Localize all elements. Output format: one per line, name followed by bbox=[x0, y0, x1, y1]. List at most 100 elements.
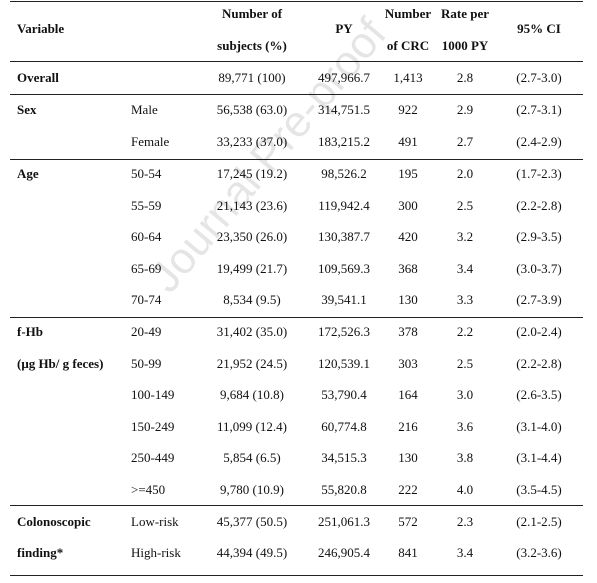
row-crc: 378 bbox=[398, 324, 418, 339]
row-ci: (1.7-2.3) bbox=[516, 166, 562, 181]
row-subjects: 17,245 (19.2) bbox=[216, 166, 288, 181]
row-rate: 2.2 bbox=[456, 324, 474, 339]
row-subjects: 9,780 (10.9) bbox=[220, 482, 284, 497]
row-group: (μg Hb/ g feces) bbox=[17, 356, 104, 371]
row-subjects: 89,771 (100) bbox=[218, 70, 286, 85]
row-rate: 3.4 bbox=[456, 545, 474, 560]
row-ci: (2.7-3.1) bbox=[516, 102, 562, 117]
row-subjects: 21,952 (24.5) bbox=[216, 356, 288, 371]
row-rate: 2.9 bbox=[456, 102, 474, 117]
row-py: 120,539.1 bbox=[318, 356, 370, 371]
row-subgroup: 50-54 bbox=[131, 166, 162, 181]
fhb-rule bbox=[10, 505, 583, 506]
row-rate: 3.2 bbox=[456, 229, 474, 244]
row-subgroup: Low-risk bbox=[131, 514, 179, 529]
row-crc: 195 bbox=[398, 166, 418, 181]
row-py: 39,541.1 bbox=[321, 292, 367, 307]
row-subgroup: 50-99 bbox=[131, 356, 162, 371]
row-subjects: 44,394 (49.5) bbox=[216, 545, 288, 560]
row-py: 98,526.2 bbox=[321, 166, 367, 181]
row-ci: (3.1-4.4) bbox=[516, 450, 562, 465]
row-ci: (2.7-3.0) bbox=[516, 70, 562, 85]
row-subgroup: Male bbox=[131, 102, 158, 117]
row-subjects: 21,143 (23.6) bbox=[216, 198, 288, 213]
row-subjects: 23,350 (26.0) bbox=[216, 229, 288, 244]
row-subjects: 19,499 (21.7) bbox=[216, 261, 288, 276]
row-crc: 300 bbox=[398, 198, 418, 213]
row-crc: 130 bbox=[398, 292, 418, 307]
row-py: 53,790.4 bbox=[321, 387, 367, 402]
row-ci: (2.6-3.5) bbox=[516, 387, 562, 402]
header-subjects-line1: Number of bbox=[221, 6, 283, 21]
row-rate: 2.7 bbox=[456, 134, 474, 149]
row-group: finding* bbox=[17, 545, 64, 560]
row-ci: (2.0-2.4) bbox=[516, 324, 562, 339]
row-subgroup: 55-59 bbox=[131, 198, 162, 213]
row-crc: 368 bbox=[398, 261, 418, 276]
row-subjects: 9,684 (10.8) bbox=[220, 387, 284, 402]
age-rule bbox=[10, 317, 583, 318]
row-py: 130,387.7 bbox=[318, 229, 370, 244]
row-rate: 2.8 bbox=[456, 70, 474, 85]
row-subgroup: 250-449 bbox=[131, 450, 175, 465]
row-ci: (3.5-4.5) bbox=[516, 482, 562, 497]
row-subgroup: Female bbox=[131, 134, 170, 149]
row-crc: 303 bbox=[398, 356, 418, 371]
row-subjects: 5,854 (6.5) bbox=[223, 450, 281, 465]
row-py: 172,526.3 bbox=[318, 324, 370, 339]
row-rate: 3.8 bbox=[456, 450, 474, 465]
header-variable: Variable bbox=[17, 21, 65, 36]
row-ci: (2.2-2.8) bbox=[516, 198, 562, 213]
row-crc: 572 bbox=[398, 514, 418, 529]
row-rate: 2.5 bbox=[456, 356, 474, 371]
row-subgroup: >=450 bbox=[131, 482, 166, 497]
row-rate: 2.0 bbox=[456, 166, 474, 181]
bottom-rule bbox=[10, 575, 583, 576]
header-crc-line2: of CRC bbox=[386, 38, 430, 53]
row-ci: (3.0-3.7) bbox=[516, 261, 562, 276]
row-py: 55,820.8 bbox=[321, 482, 367, 497]
row-crc: 130 bbox=[398, 450, 418, 465]
row-ci: (2.7-3.9) bbox=[516, 292, 562, 307]
row-subgroup: High-risk bbox=[131, 545, 181, 560]
row-py: 497,966.7 bbox=[318, 70, 370, 85]
row-py: 314,751.5 bbox=[318, 102, 370, 117]
row-ci: (2.1-2.5) bbox=[516, 514, 562, 529]
sex-rule bbox=[10, 159, 583, 160]
row-rate: 3.0 bbox=[456, 387, 474, 402]
row-py: 60,774.8 bbox=[321, 419, 367, 434]
row-subjects: 56,538 (63.0) bbox=[216, 102, 288, 117]
row-group: f-Hb bbox=[17, 324, 43, 339]
row-subgroup: 20-49 bbox=[131, 324, 162, 339]
row-group: Age bbox=[17, 166, 39, 181]
row-py: 183,215.2 bbox=[318, 134, 370, 149]
row-subgroup: 65-69 bbox=[131, 261, 162, 276]
header-rule bbox=[10, 61, 583, 62]
row-crc: 491 bbox=[398, 134, 418, 149]
row-crc: 420 bbox=[398, 229, 418, 244]
row-crc: 841 bbox=[398, 545, 418, 560]
row-crc: 216 bbox=[398, 419, 418, 434]
row-group: Sex bbox=[17, 102, 37, 117]
row-ci: (2.9-3.5) bbox=[516, 229, 562, 244]
row-ci: (3.2-3.6) bbox=[516, 545, 562, 560]
header-crc-line1: Number bbox=[384, 6, 432, 21]
row-rate: 2.5 bbox=[456, 198, 474, 213]
row-subjects: 33,233 (37.0) bbox=[216, 134, 288, 149]
row-py: 34,515.3 bbox=[321, 450, 367, 465]
row-subgroup: 60-64 bbox=[131, 229, 162, 244]
row-py: 246,905.4 bbox=[318, 545, 370, 560]
row-rate: 4.0 bbox=[456, 482, 474, 497]
row-group: Overall bbox=[17, 70, 59, 85]
row-subgroup: 100-149 bbox=[131, 387, 175, 402]
row-ci: (2.4-2.9) bbox=[516, 134, 562, 149]
row-py: 109,569.3 bbox=[318, 261, 370, 276]
header-subjects-line2: subjects (%) bbox=[217, 38, 287, 53]
row-subgroup: 150-249 bbox=[131, 419, 175, 434]
header-rate-line2: 1000 PY bbox=[441, 38, 489, 53]
row-rate: 3.6 bbox=[456, 419, 474, 434]
row-group: Colonoscopic bbox=[17, 514, 91, 529]
overall-rule bbox=[10, 94, 583, 95]
row-crc: 222 bbox=[398, 482, 418, 497]
row-py: 119,942.4 bbox=[318, 198, 370, 213]
